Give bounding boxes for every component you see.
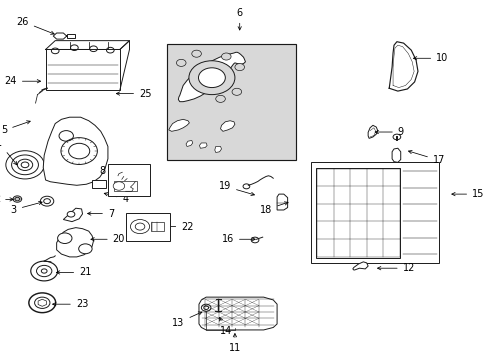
Text: 3: 3 [11,201,42,215]
Circle shape [29,293,56,312]
Circle shape [58,233,72,243]
Circle shape [79,244,92,254]
Circle shape [198,68,225,87]
Circle shape [106,48,114,53]
Text: 12: 12 [377,263,414,273]
Text: 1: 1 [0,138,17,165]
Bar [316,168,399,258]
Circle shape [130,220,149,234]
Circle shape [232,88,241,95]
Bar [125,213,169,241]
Text: 20: 20 [91,234,125,244]
Bar [310,162,438,263]
Circle shape [67,211,75,217]
Polygon shape [199,297,277,330]
Bar [166,44,296,159]
Circle shape [234,64,244,71]
Circle shape [113,182,124,190]
Circle shape [176,59,185,66]
Circle shape [51,48,59,54]
Text: 24: 24 [4,76,41,86]
Bar [150,222,163,231]
Polygon shape [367,125,377,138]
Circle shape [203,306,208,310]
Circle shape [41,269,47,273]
Text: 10: 10 [413,53,447,63]
Text: 15: 15 [451,189,484,199]
Text: 26: 26 [17,17,54,34]
Circle shape [135,223,144,230]
Bar [66,34,75,38]
Text: 23: 23 [53,299,88,309]
Polygon shape [220,121,234,131]
Text: 16: 16 [221,234,255,244]
Circle shape [15,197,20,201]
Text: 21: 21 [56,267,91,278]
Text: 14: 14 [219,318,231,336]
Polygon shape [38,299,46,306]
Polygon shape [185,140,192,147]
Text: 11: 11 [228,334,241,353]
Polygon shape [391,148,400,162]
Circle shape [251,237,258,243]
Circle shape [188,61,234,95]
Polygon shape [214,147,221,153]
Bar [108,164,150,196]
Text: 5: 5 [1,121,30,135]
Text: 25: 25 [116,89,151,99]
Text: 6: 6 [236,8,242,30]
Text: 22: 22 [157,221,193,231]
Text: 13: 13 [172,312,202,328]
Bar [45,49,120,90]
Circle shape [221,53,231,60]
Polygon shape [199,143,207,148]
Polygon shape [352,262,367,270]
Circle shape [215,95,225,102]
Polygon shape [168,119,189,131]
Circle shape [89,46,97,51]
Circle shape [243,184,249,189]
Circle shape [41,196,54,206]
Text: 7: 7 [87,208,114,219]
Text: 18: 18 [260,202,287,215]
Text: 17: 17 [407,150,444,165]
Text: 19: 19 [219,181,254,195]
Text: 9: 9 [374,127,403,137]
Polygon shape [388,42,417,91]
Circle shape [13,196,21,202]
Circle shape [191,50,201,57]
Polygon shape [57,228,93,257]
Text: 4: 4 [104,193,128,204]
Bar [114,181,137,191]
Circle shape [31,261,58,281]
Circle shape [70,45,78,50]
Circle shape [392,134,400,140]
Circle shape [201,304,210,311]
Polygon shape [43,117,108,185]
Polygon shape [63,208,82,222]
Polygon shape [277,194,287,210]
Circle shape [35,297,50,309]
Circle shape [43,199,50,204]
Bar [92,180,106,188]
Polygon shape [178,52,245,102]
Text: 2: 2 [0,194,13,204]
Circle shape [37,265,52,277]
Text: 8: 8 [99,166,128,177]
